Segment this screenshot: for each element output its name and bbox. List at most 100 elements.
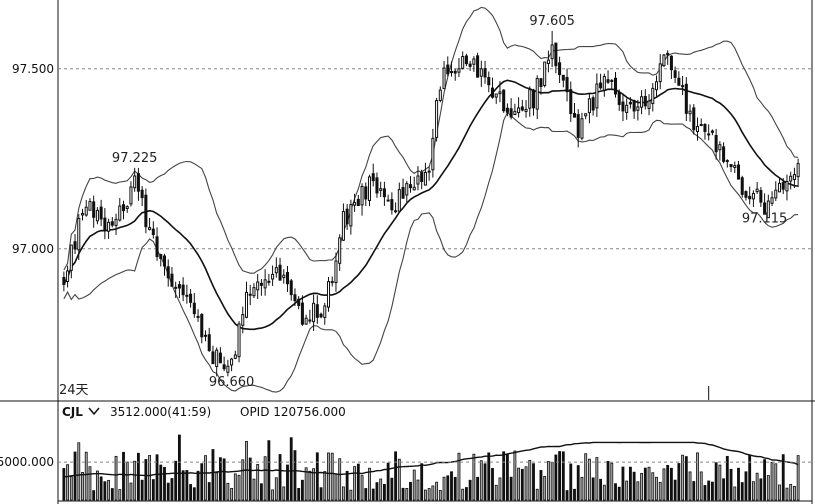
volume-bar	[356, 463, 360, 501]
candle-body	[155, 236, 159, 258]
candle-body	[561, 74, 565, 81]
candle-body	[528, 89, 532, 109]
candle-body	[166, 266, 170, 279]
candle-body	[185, 294, 189, 297]
candle-body	[375, 177, 379, 194]
volume-bar	[681, 454, 685, 501]
volume-bar	[233, 473, 237, 501]
volume-bar	[308, 470, 312, 501]
candle-body	[416, 175, 420, 185]
volume-bar	[785, 487, 789, 501]
candle-body	[304, 317, 308, 325]
volume-bar	[140, 479, 144, 501]
candle-body	[599, 82, 603, 89]
bollinger-bands	[63, 6, 799, 393]
candle-body	[770, 197, 774, 204]
volume-bar	[792, 485, 796, 501]
candle-body	[423, 171, 427, 186]
volume-bar	[781, 454, 785, 501]
candle-body	[744, 191, 748, 198]
candle-body	[315, 304, 319, 318]
volume-bar	[733, 486, 737, 501]
candle-body	[479, 68, 483, 77]
volume-bar	[81, 472, 84, 501]
volume-bar	[606, 460, 610, 501]
candle-body	[200, 314, 204, 338]
candle-body	[114, 218, 118, 226]
candle-body	[237, 323, 241, 358]
volume-bar	[252, 478, 256, 501]
volume-bar	[297, 488, 301, 501]
candle-body	[267, 280, 271, 283]
volume-bar	[69, 476, 73, 501]
volume-bar	[107, 479, 111, 501]
volume-bar	[349, 489, 353, 501]
candle-body	[330, 280, 334, 284]
volume-bar	[401, 487, 405, 501]
volume-bar	[315, 452, 319, 501]
volume-bar	[476, 476, 480, 501]
volume-bar	[789, 484, 793, 501]
volume-bar	[435, 481, 439, 501]
candle-body	[244, 291, 249, 318]
candle-body	[271, 273, 275, 280]
candle-body	[162, 255, 167, 267]
candle-body	[151, 228, 155, 236]
candle-body	[274, 267, 278, 274]
candle-body	[289, 280, 293, 296]
volume-bar	[625, 480, 629, 501]
volume-axis: 5000.000	[0, 455, 812, 469]
candle-body	[740, 177, 744, 195]
volume-bar	[505, 454, 509, 501]
volume-bar	[662, 468, 666, 501]
candle-body	[118, 205, 122, 221]
candle-body	[371, 173, 375, 182]
volume-bar	[673, 479, 677, 501]
volume-bar	[327, 452, 330, 501]
upper-band-line	[63, 6, 799, 274]
candle-body	[192, 302, 196, 315]
candle-body	[677, 77, 681, 86]
volume-bar	[405, 488, 409, 501]
candle-body	[293, 294, 297, 302]
candle-body	[755, 188, 759, 193]
volume-bar	[286, 464, 289, 501]
candle-body	[285, 271, 290, 285]
volume-bar	[62, 468, 66, 501]
volume-bar	[595, 457, 599, 501]
candle-body	[763, 202, 767, 215]
candle-body	[297, 298, 301, 306]
volume-bar	[163, 466, 166, 501]
candle-body	[472, 58, 476, 65]
candle-body	[550, 44, 554, 60]
volume-bar	[535, 488, 539, 501]
candle-body	[651, 87, 655, 105]
volume-bar	[565, 490, 569, 501]
volume-bar	[338, 458, 342, 501]
volume-bar	[528, 459, 532, 501]
candle-body	[777, 182, 782, 193]
price-tick-label: 97.000	[12, 242, 54, 256]
candle-body	[539, 78, 543, 88]
volume-bar	[576, 465, 580, 501]
candle-body	[520, 106, 524, 111]
volume-bar	[647, 466, 651, 501]
volume-bar	[464, 487, 468, 501]
opid-line	[63, 441, 799, 478]
volume-bar	[677, 463, 681, 501]
candle-body	[278, 264, 282, 281]
candle-body	[494, 93, 498, 98]
candle-body	[457, 68, 461, 73]
candle-body	[312, 302, 316, 323]
candle-body	[636, 106, 640, 111]
volume-bar	[237, 474, 241, 501]
candle-body	[379, 188, 383, 191]
volume-bar	[692, 481, 696, 501]
volume-bar	[200, 463, 204, 501]
volume-bar	[103, 481, 107, 501]
volume-bar	[696, 452, 699, 501]
volume-bar	[66, 464, 70, 501]
volume-bar	[438, 490, 442, 501]
volume-bar	[151, 479, 155, 501]
candle-body	[502, 89, 506, 112]
